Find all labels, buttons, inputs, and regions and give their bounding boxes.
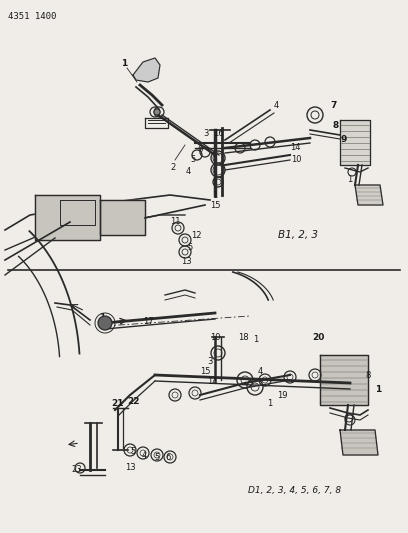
Text: 7: 7 (331, 101, 337, 110)
Text: 13: 13 (181, 257, 191, 266)
Text: 1: 1 (267, 399, 273, 408)
Text: 4: 4 (257, 367, 263, 376)
Text: 18: 18 (238, 334, 248, 343)
Text: 16: 16 (213, 128, 223, 138)
Text: 1: 1 (375, 385, 381, 394)
Text: 1: 1 (253, 335, 259, 344)
Text: 14: 14 (290, 143, 300, 152)
Text: D1, 2, 3, 4, 5, 6, 7, 8: D1, 2, 3, 4, 5, 6, 7, 8 (248, 486, 341, 495)
Polygon shape (355, 185, 383, 205)
Text: 15: 15 (200, 367, 210, 376)
Text: 19: 19 (277, 391, 287, 400)
Text: 5: 5 (154, 454, 160, 463)
Text: 5: 5 (187, 244, 193, 253)
Text: 6: 6 (197, 146, 203, 155)
Text: 20: 20 (312, 333, 324, 342)
Polygon shape (340, 430, 378, 455)
Text: 8: 8 (365, 370, 371, 379)
Text: 4: 4 (273, 101, 279, 110)
Text: B1, 2, 3: B1, 2, 3 (278, 230, 318, 240)
Text: 2: 2 (171, 163, 175, 172)
Text: 3: 3 (203, 128, 208, 138)
Polygon shape (133, 58, 160, 82)
Text: 10: 10 (291, 156, 301, 165)
Text: 4: 4 (185, 167, 191, 176)
Text: 1: 1 (121, 59, 127, 68)
Text: 4: 4 (142, 450, 146, 459)
Text: 17: 17 (143, 318, 153, 327)
Circle shape (154, 109, 160, 115)
Text: 6: 6 (165, 454, 171, 463)
Polygon shape (340, 120, 370, 165)
Text: 1: 1 (99, 313, 105, 322)
Text: 14: 14 (207, 377, 217, 386)
Circle shape (98, 316, 112, 330)
Text: 9: 9 (341, 135, 347, 144)
Polygon shape (35, 195, 100, 240)
Text: 5: 5 (131, 448, 135, 456)
Text: 22: 22 (127, 397, 139, 406)
Text: 1: 1 (347, 175, 353, 184)
Text: 1: 1 (213, 190, 217, 199)
Text: 21: 21 (112, 399, 124, 408)
Text: 12: 12 (191, 231, 201, 240)
Text: 10: 10 (210, 334, 220, 343)
Text: 4351 1400: 4351 1400 (8, 12, 56, 21)
Polygon shape (100, 200, 145, 235)
Text: 15: 15 (210, 200, 220, 209)
Polygon shape (320, 355, 368, 405)
Text: 5: 5 (191, 156, 195, 165)
Text: 13: 13 (125, 463, 135, 472)
Text: 8: 8 (333, 120, 339, 130)
Text: 3: 3 (207, 358, 213, 367)
Text: 11: 11 (170, 216, 180, 225)
Text: 23: 23 (72, 465, 82, 474)
